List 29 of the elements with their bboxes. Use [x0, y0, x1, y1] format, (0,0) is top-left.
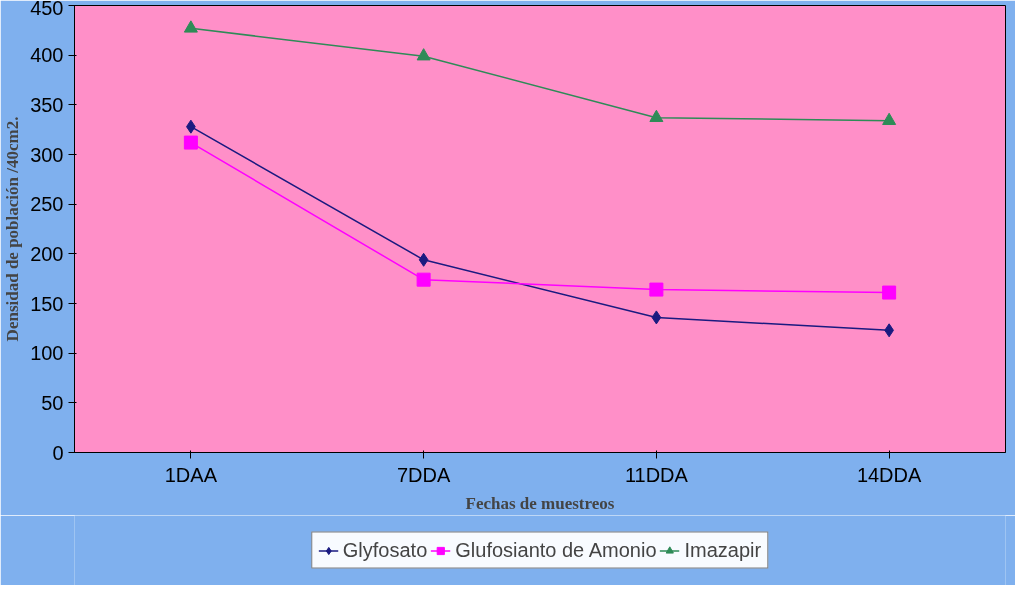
y-tick-label: 400: [30, 44, 64, 67]
x-tick-label: 14DDA: [856, 463, 923, 486]
point: [416, 48, 431, 61]
point: [651, 310, 662, 325]
y-tick-label: 50: [41, 391, 64, 414]
x-tick-label: 7DDA: [396, 463, 451, 486]
y-tick-label: 200: [30, 242, 64, 265]
point: [649, 109, 664, 122]
x-tick-label: 11DDA: [624, 463, 689, 486]
x-tick-label: 1DAA: [164, 463, 218, 486]
y-tick-label: 350: [30, 93, 64, 116]
legend-label: Glyfosato: [342, 538, 428, 562]
point: [649, 282, 664, 297]
x-axis-title: Fechas de muestreos: [465, 493, 615, 513]
legend-label: Imazapir: [684, 538, 762, 562]
y-tick-label: 450: [30, 0, 64, 19]
y-tick-label: 100: [30, 342, 64, 365]
legend-label: Glufosianto de Amonio: [455, 538, 657, 562]
point: [183, 135, 198, 150]
y-tick-label: 0: [52, 441, 64, 464]
y-tick-label: 150: [30, 292, 64, 315]
point: [882, 285, 897, 300]
y-tick-label: 300: [30, 143, 64, 166]
y-tick-label: 250: [30, 193, 64, 216]
point: [183, 20, 198, 33]
point: [416, 272, 431, 287]
y-axis-title: Densidad de población /40cm2.: [3, 116, 23, 342]
point: [418, 252, 429, 267]
point: [882, 112, 897, 125]
